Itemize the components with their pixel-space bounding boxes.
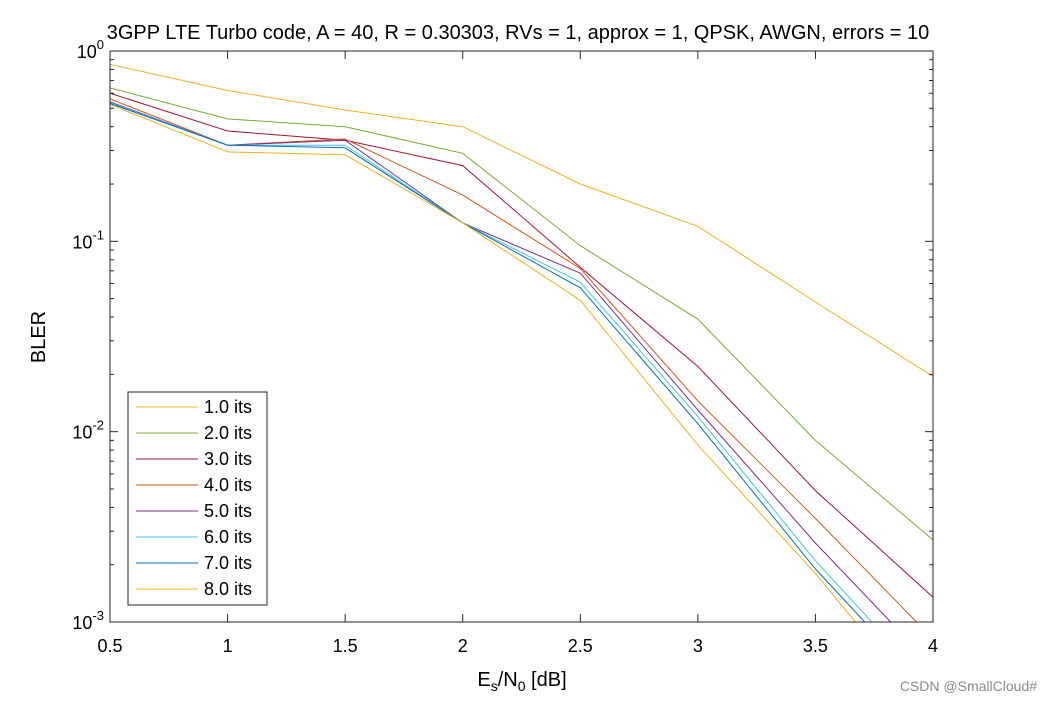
x-axis-label-mid: /N [498,669,518,691]
x-tick-label: 1.5 [333,636,358,656]
series-line-3 [110,92,933,598]
series-line-5 [110,101,892,622]
x-tick-label: 0.5 [97,636,122,656]
watermark-text: CSDN @SmallCloud# [899,678,1037,694]
series-line-1 [110,63,933,377]
x-tick-label: 4 [928,636,938,656]
legend-label: 8.0 its [204,579,252,599]
legend-label: 1.0 its [204,397,252,417]
x-axis-label-sub-0: 0 [518,678,526,694]
x-tick-label: 2 [458,636,468,656]
y-tick-label: 10-2 [72,418,104,443]
y-axis-label: BLER [28,311,50,363]
legend-label: 7.0 its [204,553,252,573]
y-tick-label: 10-1 [72,227,104,252]
x-tick-label: 1 [223,636,233,656]
legend-label: 2.0 its [204,423,252,443]
ticks-layer: 0.5 1 1.5 2 2.5 3 3.5 4 100 10-1 10-2 10-3 [72,37,938,656]
legend-label: 3.0 its [204,449,252,469]
series-line-8 [110,103,856,622]
x-axis-label-tail: [dB] [526,669,567,691]
legend-label: 5.0 its [204,501,252,521]
x-tick-label: 2.5 [568,636,593,656]
x-axis-label-sub-s: s [491,678,498,694]
series-line-2 [110,87,933,541]
x-axis-label: Es/N0 [dB] [477,669,566,694]
y-tick-label: 10-3 [72,608,104,633]
legend-label: 4.0 its [204,475,252,495]
legend: 1.0 its 2.0 its 3.0 its 4.0 its 5.0 its 6.0 i… [127,391,268,606]
x-axis-label-base: E [477,669,490,691]
y-tick-label: 100 [77,37,104,62]
series-line-7 [110,103,866,622]
series-layer [110,63,933,622]
chart-title: 3GPP LTE Turbo code, A = 40, R = 0.30303… [107,22,930,44]
plot-frame [109,50,934,623]
legend-box [127,391,268,606]
x-tick-label: 3.5 [803,636,828,656]
legend-label: 6.0 its [204,527,252,547]
x-tick-label: 3 [693,636,703,656]
